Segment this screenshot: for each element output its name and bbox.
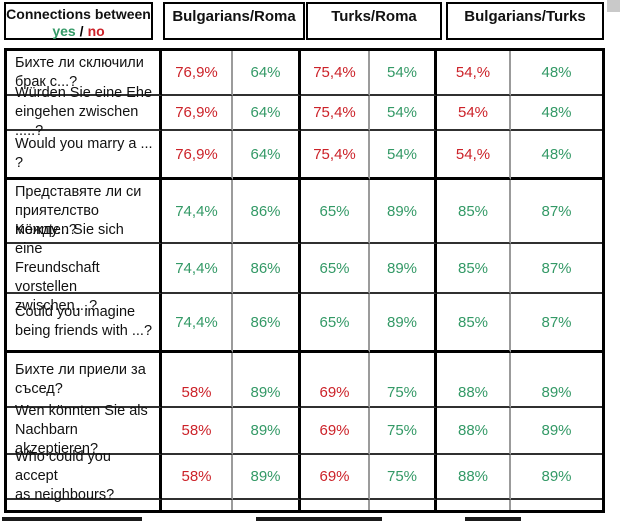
question-cell: Представяте ли си приятелство между...?	[7, 180, 162, 244]
question-cell: Бихте ли сключили брак с...?	[7, 51, 162, 96]
empty-cell	[162, 500, 233, 510]
empty-cell	[301, 500, 370, 510]
value-cell: 69%	[301, 408, 370, 455]
connections-header-title: Connections between	[6, 6, 151, 22]
cutoff-next-table-edge	[2, 517, 142, 521]
value-cell: 58%	[162, 455, 233, 500]
value-cell: 54%	[437, 96, 511, 131]
value-cell: 65%	[301, 180, 370, 244]
value-cell: 87%	[511, 180, 602, 244]
value-cell: 89%	[370, 244, 437, 294]
value-cell: 74,4%	[162, 294, 233, 353]
value-cell: 74,4%	[162, 244, 233, 294]
value-cell: 65%	[301, 244, 370, 294]
group-header-bulgarians-turks: Bulgarians/Turks	[446, 2, 604, 40]
cutoff-next-table-edge	[465, 517, 521, 521]
value-cell: 54%	[370, 96, 437, 131]
value-cell: 64%	[233, 96, 301, 131]
connections-header-cell: Connections between yes / no	[4, 2, 153, 40]
question-cell: Could you imagine being friends with ...…	[7, 294, 162, 353]
corner-grey-patch	[607, 0, 620, 12]
value-cell: 89%	[233, 353, 301, 408]
value-cell: 75,4%	[301, 96, 370, 131]
yes-no-separator: /	[79, 23, 84, 39]
value-cell: 58%	[162, 353, 233, 408]
value-cell: 89%	[511, 408, 602, 455]
question-cell: Who could you accept as neighbours?	[7, 449, 162, 503]
value-cell: 74,4%	[162, 180, 233, 244]
value-cell: 54,%	[437, 131, 511, 180]
cutoff-next-table-edge	[256, 517, 382, 521]
value-cell: 75%	[370, 353, 437, 408]
value-cell: 86%	[233, 244, 301, 294]
value-cell: 75,4%	[301, 51, 370, 96]
value-cell: 64%	[233, 131, 301, 180]
empty-cell	[233, 500, 301, 510]
value-cell: 89%	[233, 408, 301, 455]
value-cell: 69%	[301, 455, 370, 500]
empty-cell	[7, 500, 162, 510]
question-cell: Бихте ли приели за съсед?	[7, 353, 162, 408]
value-cell: 86%	[233, 294, 301, 353]
value-cell: 54%	[370, 131, 437, 180]
value-cell: 85%	[437, 294, 511, 353]
value-cell: 87%	[511, 294, 602, 353]
value-cell: 54%	[370, 51, 437, 96]
no-label: no	[87, 23, 105, 39]
value-cell: 89%	[370, 180, 437, 244]
value-cell: 89%	[511, 455, 602, 500]
value-cell: 85%	[437, 180, 511, 244]
empty-cell	[370, 500, 437, 510]
empty-cell	[437, 500, 511, 510]
value-cell: 75,4%	[301, 131, 370, 180]
value-cell: 48%	[511, 96, 602, 131]
value-cell: 75%	[370, 455, 437, 500]
empty-cell	[511, 500, 602, 510]
value-cell: 86%	[233, 180, 301, 244]
value-cell: 76,9%	[162, 51, 233, 96]
value-cell: 89%	[370, 294, 437, 353]
group-header-turks-roma: Turks/Roma	[306, 2, 442, 40]
value-cell: 75%	[370, 408, 437, 455]
group-header-bulgarians-roma: Bulgarians/Roma	[163, 2, 305, 40]
value-cell: 64%	[233, 51, 301, 96]
value-cell: 76,9%	[162, 96, 233, 131]
value-cell: 54,%	[437, 51, 511, 96]
question-cell: Könnten Sie sich eine Freundschaft vorst…	[7, 222, 162, 314]
value-cell: 89%	[233, 455, 301, 500]
value-cell: 89%	[511, 353, 602, 408]
value-cell: 65%	[301, 294, 370, 353]
value-cell: 69%	[301, 353, 370, 408]
value-cell: 87%	[511, 244, 602, 294]
question-cell: Würden Sie eine Ehe eingehen zwischen ..…	[7, 85, 162, 139]
question-cell: Would you marry a ... ?	[7, 131, 162, 180]
value-cell: 85%	[437, 244, 511, 294]
value-cell: 88%	[437, 353, 511, 408]
question-cell: Wen könnten Sie als Nachbarn akzeptieren…	[7, 403, 162, 457]
value-cell: 76,9%	[162, 131, 233, 180]
yes-label: yes	[52, 23, 76, 39]
value-cell: 88%	[437, 455, 511, 500]
value-cell: 48%	[511, 51, 602, 96]
yes-no-legend: yes / no	[6, 22, 151, 39]
results-table: Бихте ли сключили брак с...? 76,9% 64% 7…	[4, 48, 605, 513]
value-cell: 48%	[511, 131, 602, 180]
value-cell: 88%	[437, 408, 511, 455]
value-cell: 58%	[162, 408, 233, 455]
